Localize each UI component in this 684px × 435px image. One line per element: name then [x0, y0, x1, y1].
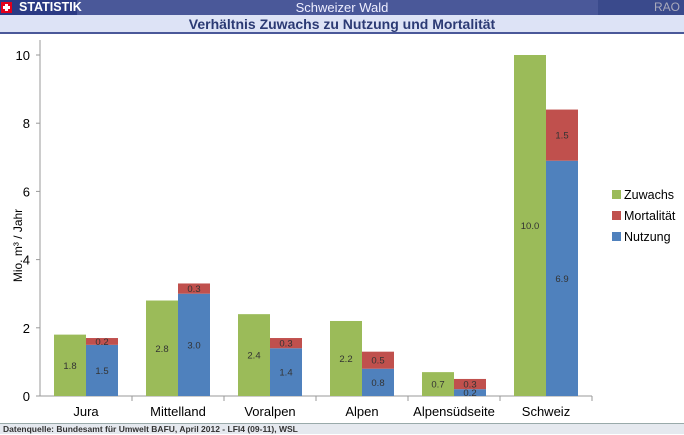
y-tick-label: 10	[16, 48, 30, 63]
swiss-flag-icon	[1, 2, 12, 13]
category-label: Alpen	[345, 404, 378, 419]
data-label: 1.5	[95, 366, 108, 377]
category-label: Voralpen	[244, 404, 295, 419]
bar-nutzung	[362, 368, 394, 396]
data-label: 0.7	[431, 380, 444, 391]
bar-mortalität	[86, 338, 118, 345]
data-label: 1.5	[555, 131, 568, 142]
data-label: 0.2	[463, 388, 476, 399]
category-label: Schweiz	[522, 404, 570, 419]
bar-nutzung	[454, 389, 486, 396]
bar-zuwachs	[238, 314, 270, 396]
legend-swatch	[612, 232, 621, 241]
bar-nutzung	[178, 293, 210, 396]
data-label: 0.3	[279, 339, 292, 350]
chart-title: Verhältnis Zuwachs zu Nutzung und Mortal…	[0, 15, 684, 34]
bar-nutzung	[86, 344, 118, 396]
brand-label: STATISTIK	[19, 0, 82, 14]
bar-nutzung	[546, 160, 578, 396]
bar-mortalität	[362, 351, 394, 369]
rao-label: RAO	[598, 0, 684, 15]
y-axis-label: Mio. m³ / Jahr	[11, 209, 25, 282]
y-tick-label: 4	[23, 253, 30, 268]
top-bar: Schweizer Wald STATISTIK RAO	[0, 0, 684, 15]
brand: STATISTIK	[0, 0, 82, 15]
data-label: 2.2	[339, 354, 352, 365]
category-label: Jura	[73, 404, 99, 419]
data-label: 6.9	[555, 274, 568, 285]
bar-mortalität	[546, 109, 578, 161]
bar-nutzung	[270, 348, 302, 396]
bar-zuwachs	[146, 300, 178, 396]
data-label: 2.4	[247, 351, 260, 362]
data-label: 0.3	[187, 284, 200, 295]
bar-mortalität	[270, 338, 302, 349]
legend-label: Zuwachs	[624, 188, 674, 202]
legend-label: Mortalität	[624, 209, 676, 223]
data-label: 3.0	[187, 340, 200, 351]
data-label: 0.5	[371, 356, 384, 367]
y-tick-label: 0	[23, 389, 30, 404]
y-tick-label: 6	[23, 184, 30, 199]
data-label: 10.0	[521, 221, 540, 232]
data-source: Datenquelle: Bundesamt für Umwelt BAFU, …	[0, 423, 684, 434]
legend-swatch	[612, 211, 621, 220]
data-label: 0.8	[371, 378, 384, 389]
data-label: 0.3	[463, 380, 476, 391]
y-tick-label: 2	[23, 321, 30, 336]
category-label: Mittelland	[150, 404, 206, 419]
app-title: Schweizer Wald	[295, 0, 389, 15]
legend-swatch	[612, 190, 621, 199]
legend-label: Nutzung	[624, 230, 671, 244]
data-label: 1.4	[279, 368, 292, 379]
data-label: 2.8	[155, 344, 168, 355]
bar-zuwachs	[514, 55, 546, 396]
bar-mortalität	[178, 283, 210, 294]
bar-zuwachs	[422, 372, 454, 396]
data-label: 1.8	[63, 361, 76, 372]
y-tick-label: 8	[23, 116, 30, 131]
category-label: Alpensüdseite	[413, 404, 495, 419]
bar-zuwachs	[54, 334, 86, 396]
bar-zuwachs	[330, 320, 362, 396]
bar-mortalität	[454, 378, 486, 390]
data-label: 0.2	[95, 337, 108, 348]
